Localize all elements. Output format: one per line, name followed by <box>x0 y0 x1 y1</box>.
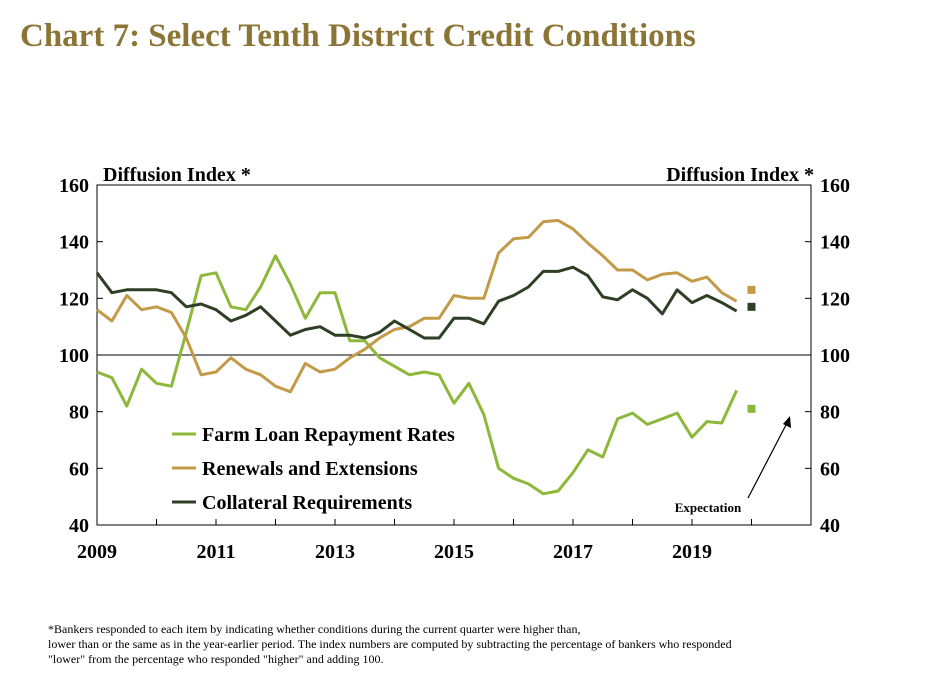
footnote-line: lower than or the same as in the year-ea… <box>48 637 732 651</box>
series-line-1 <box>96 254 738 496</box>
y-tick-label-left: 140 <box>59 232 89 254</box>
x-tick-label: 2011 <box>197 541 236 563</box>
axis-labels: 40 40 60 60 80 80 100 100 120 120 140 140 160 160 2009… <box>59 164 850 563</box>
expectation-marker-2 <box>747 285 756 294</box>
chart-title: Chart 7: Select Tenth District Credit Co… <box>20 18 696 54</box>
y-tick-label-left: 40 <box>69 515 89 537</box>
y-tick-label-right: 120 <box>820 288 850 310</box>
annotation-arrow-head <box>783 416 791 428</box>
annotation-label: Expectation <box>675 500 742 515</box>
x-tick-label: 2019 <box>672 541 712 563</box>
annotation-arrow-line <box>747 422 788 499</box>
y-tick-label-left: 80 <box>69 402 89 424</box>
y-tick-label-right: 100 <box>820 345 850 367</box>
y-tick-label-right: 160 <box>820 175 850 197</box>
footnote: *Bankers responded to each item by indic… <box>48 622 908 667</box>
y-tick-label-left: 100 <box>59 345 89 367</box>
expectation-annotation: Expectation <box>675 416 791 515</box>
x-tick-label: 2015 <box>434 541 474 563</box>
y-tick-label-right: 140 <box>820 232 850 254</box>
legend-label: Farm Loan Repayment Rates <box>202 424 455 446</box>
expectation-marker-3 <box>747 302 756 311</box>
line-chart: Farm Loan Repayment Rates Renewals and Ex… <box>59 164 850 563</box>
series-line-2 <box>96 218 738 394</box>
y-axis-label-right: Diffusion Index * <box>666 164 814 186</box>
x-tick-label: 2009 <box>77 541 117 563</box>
footnote-line: *Bankers responded to each item by indic… <box>48 622 581 636</box>
y-tick-label-left: 160 <box>59 175 89 197</box>
expectation-marker-1 <box>747 404 756 413</box>
y-tick-label-right: 80 <box>820 402 840 424</box>
x-tick-label: 2017 <box>553 541 593 563</box>
legend: Farm Loan Repayment Rates Renewals and Ex… <box>172 424 455 514</box>
x-tick-label: 2013 <box>315 541 355 563</box>
y-tick-label-right: 60 <box>820 458 840 480</box>
legend-label: Renewals and Extensions <box>202 458 418 480</box>
y-tick-label-left: 120 <box>59 288 89 310</box>
legend-label: Collateral Requirements <box>202 492 412 514</box>
y-tick-label-left: 60 <box>69 458 89 480</box>
expectation-markers <box>747 285 756 413</box>
y-axis-label-left: Diffusion Index * <box>103 164 251 186</box>
series-lines <box>95 218 738 496</box>
footnote-line: "lower" from the percentage who responde… <box>48 652 384 666</box>
series-line-3 <box>95 265 738 340</box>
y-tick-label-right: 40 <box>820 515 840 537</box>
